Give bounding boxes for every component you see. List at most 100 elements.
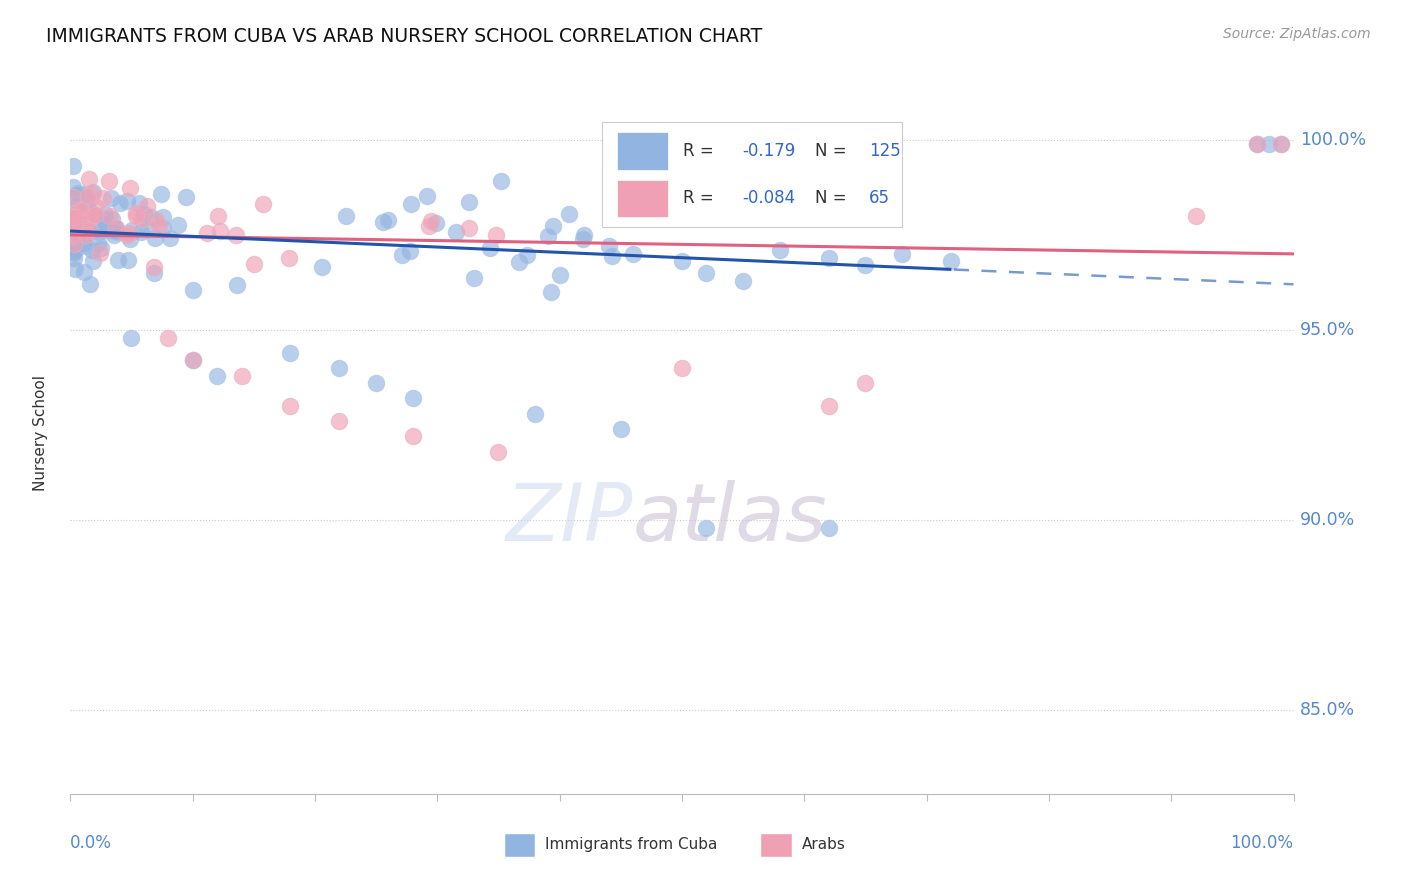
Point [72, 265, 94, 279]
Point [159, 231, 181, 245]
Point [77, 172, 100, 186]
Text: Immigrants from Cuba: Immigrants from Cuba [546, 837, 717, 852]
Point [195, 227, 218, 241]
Point [62, 212, 84, 227]
Point [118, 181, 141, 195]
Text: -0.084: -0.084 [742, 189, 794, 208]
Point [84, 208, 107, 222]
Point [1184, 209, 1206, 223]
Point [62, 246, 84, 260]
Point [488, 444, 510, 458]
Point [70, 215, 93, 229]
Point [128, 196, 150, 211]
Point [479, 241, 502, 255]
Point [695, 521, 717, 535]
Point [399, 197, 422, 211]
Point [63, 251, 86, 265]
Text: 85.0%: 85.0% [1299, 701, 1355, 719]
Point [366, 376, 388, 391]
Point [67, 217, 90, 231]
Point [280, 399, 302, 413]
Point [84, 200, 107, 214]
Point [62, 179, 84, 194]
Point [181, 353, 204, 368]
Point [152, 221, 174, 235]
Point [62, 216, 84, 230]
Point [67, 225, 90, 239]
Point [76, 201, 98, 215]
Point [371, 215, 394, 229]
Text: 100.0%: 100.0% [1299, 131, 1365, 149]
Point [82, 185, 104, 199]
Text: 125: 125 [869, 142, 901, 161]
Point [377, 212, 399, 227]
Text: 95.0%: 95.0% [1299, 321, 1355, 339]
Point [524, 407, 547, 421]
Point [181, 353, 204, 368]
Point [67, 219, 90, 234]
Point [208, 224, 231, 238]
Point [142, 260, 165, 275]
Point [598, 239, 620, 253]
Point [1270, 136, 1292, 151]
Text: 90.0%: 90.0% [1299, 511, 1355, 529]
Point [252, 197, 274, 211]
Bar [762, 834, 792, 857]
Point [96, 223, 118, 237]
Point [62, 226, 84, 240]
Point [695, 266, 717, 280]
Point [104, 226, 127, 240]
Point [94, 206, 117, 220]
Point [62, 245, 84, 260]
Point [82, 186, 104, 200]
Point [63, 210, 86, 224]
Point [121, 330, 143, 344]
Point [118, 226, 141, 240]
Point [75, 212, 97, 227]
Point [415, 189, 437, 203]
Point [100, 211, 122, 226]
Point [671, 254, 693, 268]
Point [80, 243, 103, 257]
Point [62, 237, 84, 252]
Point [104, 223, 127, 237]
Point [77, 212, 100, 227]
Point [107, 252, 129, 267]
Point [70, 220, 93, 235]
Point [62, 210, 84, 224]
Point [62, 217, 84, 231]
Point [98, 210, 121, 224]
Point [600, 249, 623, 263]
Text: Source: ZipAtlas.com: Source: ZipAtlas.com [1223, 27, 1371, 41]
Point [121, 223, 143, 237]
Point [205, 368, 228, 383]
Point [90, 241, 112, 255]
Point [225, 228, 247, 243]
Text: atlas: atlas [633, 480, 828, 558]
Point [420, 214, 443, 228]
Point [62, 190, 84, 204]
Point [152, 210, 174, 224]
Point [817, 251, 839, 265]
Point [108, 195, 131, 210]
Point [610, 422, 633, 436]
Point [84, 223, 107, 237]
Point [463, 271, 485, 285]
Point [157, 330, 180, 344]
FancyBboxPatch shape [602, 122, 903, 227]
Point [537, 229, 560, 244]
Point [124, 209, 146, 223]
Point [76, 214, 98, 228]
Point [402, 429, 425, 443]
Point [145, 212, 167, 227]
Point [70, 218, 93, 232]
Point [733, 273, 755, 287]
Point [72, 210, 94, 224]
Point [98, 174, 121, 188]
Text: 100.0%: 100.0% [1230, 834, 1294, 852]
Point [86, 210, 108, 224]
Point [516, 247, 538, 261]
Point [243, 257, 266, 271]
Point [1270, 136, 1292, 151]
Point [65, 243, 87, 257]
